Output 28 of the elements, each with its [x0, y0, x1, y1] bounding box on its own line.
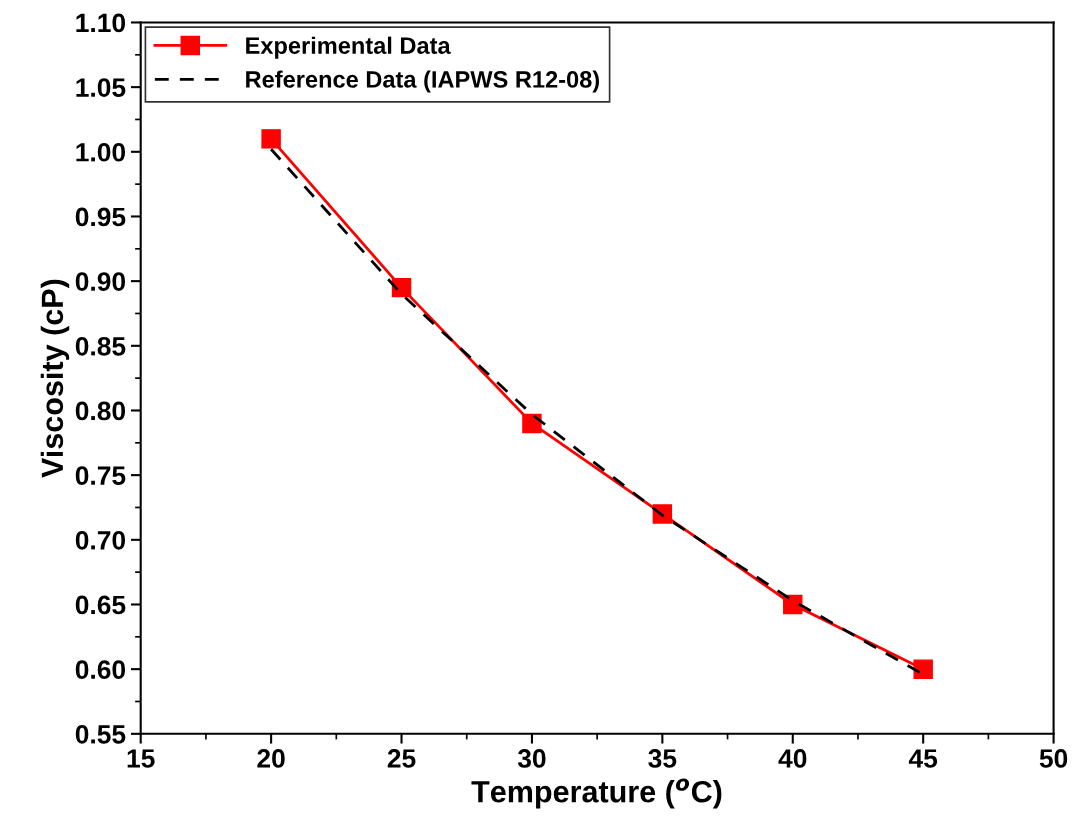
- legend-label: Experimental Data: [246, 36, 451, 59]
- y-tick-label: 0.70: [75, 530, 126, 550]
- x-tick-label: 20: [257, 749, 285, 768]
- x-tick-label: 15: [127, 749, 155, 768]
- x-tick-label: 25: [387, 749, 416, 768]
- y-tick-label: 0.60: [75, 660, 126, 679]
- point: [913, 659, 933, 679]
- y-tick-label: 1.10: [76, 13, 126, 33]
- y-axis-title: Viscosity (cP): [40, 279, 70, 478]
- y-tick-label: 0.75: [75, 466, 126, 485]
- x-tick-label: 50: [1039, 749, 1068, 768]
- point: [391, 277, 412, 298]
- x-tick-label: 40: [778, 749, 807, 768]
- y-tick-label: 0.80: [75, 401, 126, 421]
- point: [522, 413, 542, 434]
- x-tick-label: 35: [648, 749, 677, 768]
- point: [261, 129, 281, 149]
- y-tick-label: 0.55: [75, 724, 126, 744]
- legend-label: Reference Data (IAPWS R12-08): [246, 70, 600, 93]
- x-tick-label: 45: [908, 749, 938, 768]
- x-tick-label: 30: [517, 749, 546, 768]
- y-tick-label: 1.05: [76, 78, 126, 97]
- x-axis-title: Temperature ($^{o}$C): [471, 778, 722, 809]
- y-tick-label: 0.65: [75, 595, 126, 615]
- y-tick-label: 0.95: [75, 207, 126, 227]
- y-tick-label: 0.85: [75, 336, 126, 356]
- y-tick-label: 1.00: [76, 142, 126, 162]
- y-tick-label: 0.90: [75, 272, 126, 291]
